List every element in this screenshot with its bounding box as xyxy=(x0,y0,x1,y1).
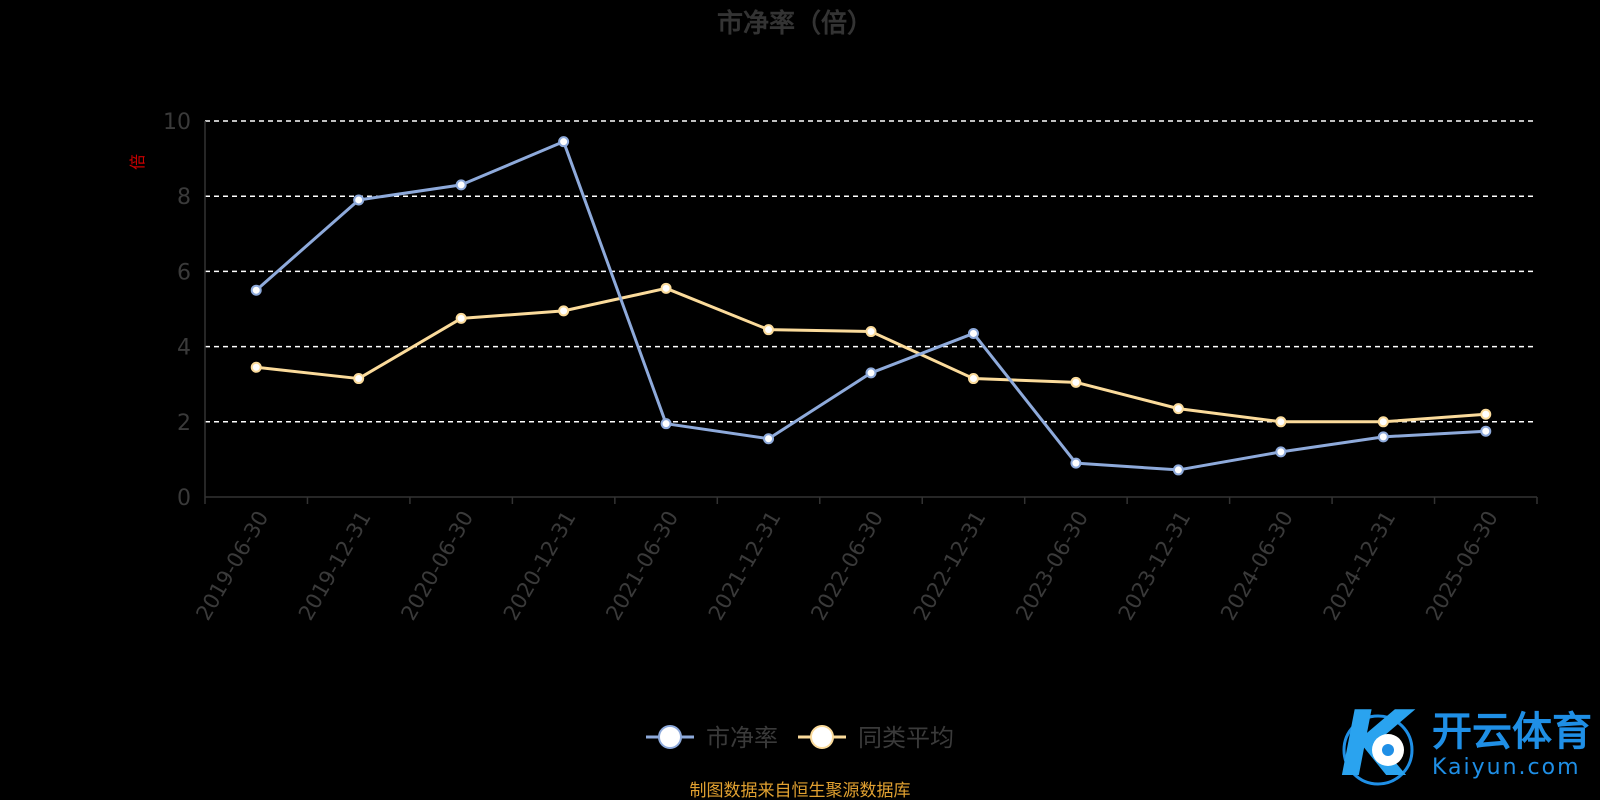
x-tick-label: 2022-06-30 xyxy=(806,507,888,625)
legend-label: 市净率 xyxy=(706,724,778,752)
data-point xyxy=(455,179,467,191)
y-tick-label: 4 xyxy=(177,336,191,361)
watermark-cn: 开云体育 xyxy=(1432,709,1592,755)
x-axis-ticks: 2019-06-30 2019-12-31 2020-06-30 2020-12-31… xyxy=(191,497,1538,625)
data-point xyxy=(967,327,979,339)
y-tick-label: 2 xyxy=(177,411,191,436)
watermark: K 开云体育 Kaiyun.com xyxy=(1340,692,1592,797)
source-note: 制图数据来自恒生聚源数据库 xyxy=(690,781,911,800)
x-tick-label: 2021-12-31 xyxy=(704,507,786,625)
data-point xyxy=(558,305,570,317)
x-tick-label: 2020-06-30 xyxy=(396,507,478,625)
y-tick-label: 0 xyxy=(177,486,191,511)
y-tick-label: 10 xyxy=(163,110,191,135)
series-line xyxy=(256,286,1486,424)
data-point xyxy=(865,367,877,379)
data-point xyxy=(353,373,365,385)
x-tick-label: 2021-06-30 xyxy=(601,507,683,625)
data-point xyxy=(455,312,467,324)
legend-label: 同类平均 xyxy=(858,724,954,752)
data-point xyxy=(1172,403,1184,415)
data-point xyxy=(865,326,877,338)
y-tick-label: 6 xyxy=(177,260,191,285)
data-point xyxy=(1070,457,1082,469)
x-tick-label: 2019-06-30 xyxy=(191,507,273,625)
data-point xyxy=(250,361,262,373)
data-point xyxy=(558,136,570,148)
legend-marker xyxy=(658,725,682,749)
watermark-logo-icon: K xyxy=(1340,692,1416,797)
data-point xyxy=(1480,425,1492,437)
data-point xyxy=(1480,408,1492,420)
x-tick-label: 2022-12-31 xyxy=(909,507,991,625)
legend-marker xyxy=(810,725,834,749)
data-point xyxy=(1275,446,1287,458)
x-tick-label: 2020-12-31 xyxy=(499,507,581,625)
x-tick-label: 2023-12-31 xyxy=(1114,507,1196,625)
data-point xyxy=(353,194,365,206)
data-point xyxy=(1275,416,1287,428)
watermark-en: Kaiyun.com xyxy=(1432,755,1581,780)
y-axis-ticks: 0 2 4 6 8 10 xyxy=(163,110,191,511)
series-layer xyxy=(250,136,1492,476)
x-tick-label: 2019-12-31 xyxy=(294,507,376,625)
x-tick-label: 2025-06-30 xyxy=(1421,507,1503,625)
data-point xyxy=(1070,376,1082,388)
data-point xyxy=(763,433,775,445)
data-point xyxy=(1377,416,1389,428)
data-point xyxy=(967,373,979,385)
x-tick-label: 2024-12-31 xyxy=(1319,507,1401,625)
data-point xyxy=(250,284,262,296)
chart-title: 市净率（倍） xyxy=(717,8,873,39)
y-tick-label: 8 xyxy=(177,185,191,210)
data-point xyxy=(1172,464,1184,476)
data-point xyxy=(1377,431,1389,443)
data-point xyxy=(763,324,775,336)
data-point xyxy=(660,282,672,294)
axes xyxy=(204,121,1537,498)
x-tick-label: 2024-06-30 xyxy=(1216,507,1298,625)
x-tick-label: 2023-06-30 xyxy=(1011,507,1093,625)
legend[interactable]: 市净率 同类平均 xyxy=(646,724,954,752)
y-axis-label: 倍 xyxy=(128,154,147,170)
data-point xyxy=(660,418,672,430)
